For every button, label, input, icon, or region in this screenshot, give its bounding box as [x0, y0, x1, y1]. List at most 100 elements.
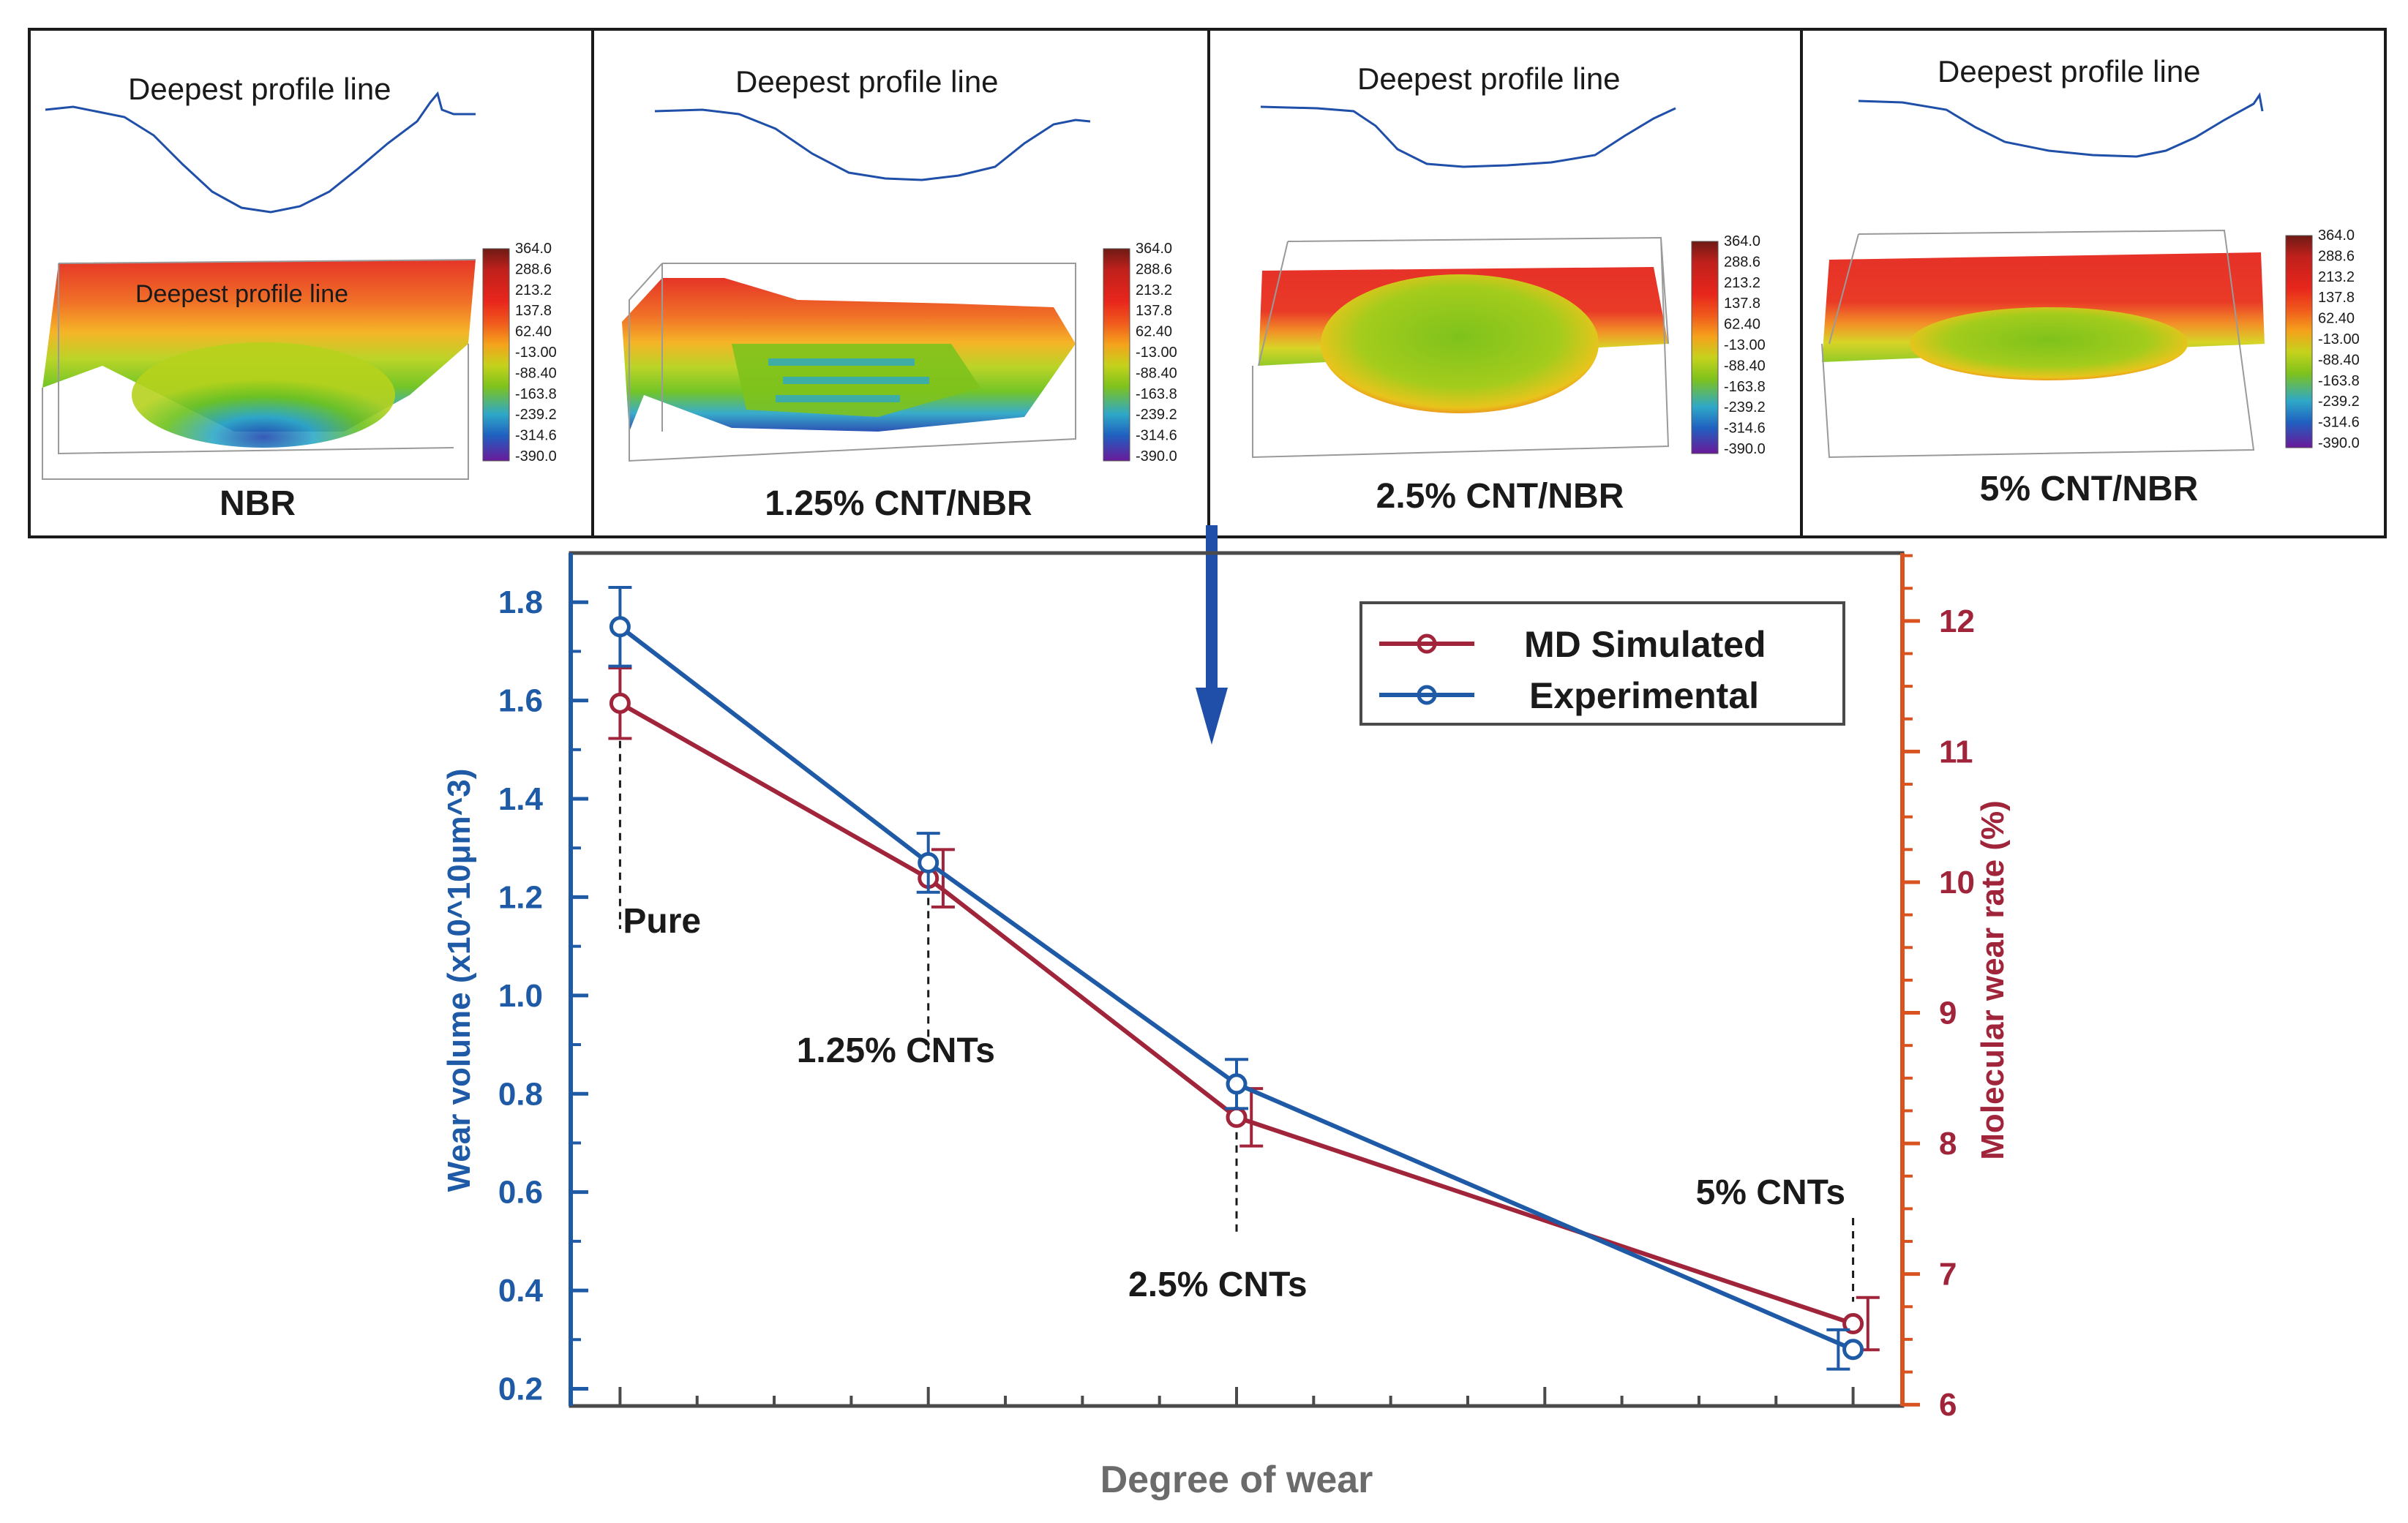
left-tick-label: 0.6: [498, 1175, 543, 1211]
annotation-1-25: 1.25% CNTs: [797, 1031, 995, 1070]
colorbar-label: -88.40: [515, 365, 557, 381]
colorbar-label: 62.40: [1136, 324, 1172, 340]
left-tick-label: 0.2: [498, 1371, 543, 1407]
left-axis-title: Wear volume (x10^10μm^3): [441, 769, 477, 1192]
left-tick-label: 0.4: [498, 1273, 544, 1309]
panel-caption: NBR: [220, 484, 296, 523]
colorbar-label: 364.0: [1136, 241, 1172, 257]
annotation-2-5: 2.5% CNTs: [1128, 1266, 1308, 1304]
colorbar-label: -390.0: [2318, 435, 2360, 451]
legend-label-experimental: Experimental: [1529, 675, 1759, 716]
left-tick-label: 1.6: [498, 683, 543, 719]
colorbar-label: 62.40: [1724, 317, 1760, 333]
colorbar-label: 62.40: [2318, 311, 2355, 327]
figure: Deepest profile line Deepest profile lin…: [0, 0, 2408, 1523]
colorbar-label: -88.40: [2318, 352, 2360, 368]
series-md-simulated: [608, 668, 1879, 1350]
left-tick-labels: 0.2 0.4 0.6 0.8 1.0 1.2 1.4 1.6 1.8: [498, 584, 544, 1407]
colorbar-label: 288.6: [515, 261, 552, 277]
wear-chart: 0.2 0.4 0.6 0.8 1.0 1.2 1.4 1.6 1.8 6 7 …: [441, 553, 2011, 1501]
colorbar-label: 213.2: [515, 282, 552, 298]
colorbar-4: [2286, 236, 2312, 448]
colorbar-label: 288.6: [1136, 261, 1172, 277]
colorbar-1: [483, 249, 509, 461]
colorbar-label: 62.40: [515, 324, 552, 340]
colorbar-2: [1103, 249, 1130, 461]
profile-panels: Deepest profile line Deepest profile lin…: [29, 29, 2385, 537]
colorbar-label: 213.2: [1136, 282, 1172, 298]
colorbar-label: -13.00: [515, 345, 557, 361]
colorbar-label: -163.8: [515, 386, 557, 402]
colorbar-label: -314.6: [515, 428, 557, 444]
colorbar-3: [1692, 241, 1718, 454]
profile-label: Deepest profile line: [1357, 61, 1621, 96]
right-tick-label: 7: [1939, 1257, 1957, 1293]
colorbar-label: -163.8: [2318, 373, 2360, 389]
colorbar-label: -13.00: [1724, 337, 1766, 353]
data-point: [920, 854, 937, 871]
colorbar-label: -390.0: [1724, 441, 1766, 457]
colorbar-label: -390.0: [1136, 448, 1177, 465]
left-tick-label: 1.2: [498, 879, 543, 915]
annotation-pure: Pure: [623, 902, 701, 941]
colorbar-label: -88.40: [1724, 358, 1766, 374]
colorbar-label: -163.8: [1136, 386, 1177, 402]
panel-caption: 2.5% CNT/NBR: [1376, 477, 1624, 516]
arrow-shaft: [1206, 525, 1218, 693]
colorbar-label: 137.8: [2318, 290, 2355, 306]
right-tick-label: 6: [1939, 1387, 1957, 1423]
colorbar-label: -239.2: [515, 407, 557, 423]
data-point: [1845, 1341, 1862, 1358]
wear-scar: [1321, 274, 1599, 413]
wear-scar: [132, 342, 395, 448]
data-point: [1228, 1075, 1245, 1093]
guide-lines: [620, 649, 1853, 1302]
series-line: [620, 627, 1853, 1350]
colorbar-label: -239.2: [2318, 394, 2360, 410]
colorbar-label: -314.6: [1724, 421, 1766, 437]
colorbar-label: 137.8: [515, 303, 552, 319]
colorbar-label: 364.0: [2318, 227, 2355, 244]
colorbar-label: -390.0: [515, 448, 557, 465]
colorbar-label: -13.00: [1136, 345, 1177, 361]
colorbar-label: -314.6: [2318, 415, 2360, 431]
right-tick-label: 8: [1939, 1126, 1957, 1162]
panel-caption: 5% CNT/NBR: [1980, 470, 2199, 508]
profile-label: Deepest profile line: [735, 64, 999, 99]
wear-scar: [1910, 307, 2188, 380]
left-tick-label: 1.8: [498, 584, 543, 620]
legend: MD Simulated Experimental: [1361, 603, 1844, 724]
x-axis-title: Degree of wear: [1100, 1459, 1373, 1501]
data-point: [1228, 1108, 1245, 1126]
left-tick-label: 1.0: [498, 978, 543, 1014]
right-axis-title: Molecular wear rate (%): [1975, 800, 2011, 1160]
colorbar-label: 137.8: [1136, 303, 1172, 319]
right-tick-label: 11: [1939, 734, 1973, 770]
colorbar-label: -13.00: [2318, 331, 2360, 347]
colorbar-label: 137.8: [1724, 296, 1760, 312]
right-tick-labels: 6 7 8 9 10 11 12: [1939, 603, 1975, 1423]
colorbar-label: 213.2: [2318, 269, 2355, 285]
colorbar-label: 288.6: [2318, 248, 2355, 264]
panel-caption: 1.25% CNT/NBR: [765, 484, 1032, 523]
right-tick-label: 10: [1939, 865, 1975, 900]
colorbar-label: 213.2: [1724, 275, 1760, 291]
down-arrow: [1196, 525, 1228, 745]
colorbar-label: -239.2: [1136, 407, 1177, 423]
left-tick-label: 0.8: [498, 1076, 543, 1112]
right-tick-label: 9: [1939, 996, 1957, 1031]
left-tick-label: 1.4: [498, 781, 544, 817]
right-tick-label: 12: [1939, 603, 1975, 639]
surface-label: Deepest profile line: [135, 280, 348, 308]
arrow-head: [1196, 688, 1228, 745]
colorbar-label: 288.6: [1724, 254, 1760, 270]
data-point: [611, 618, 629, 636]
legend-label-simulated: MD Simulated: [1524, 624, 1766, 665]
colorbar-label: -239.2: [1724, 399, 1766, 415]
colorbar-label: 364.0: [1724, 233, 1760, 249]
annotation-5: 5% CNTs: [1696, 1173, 1846, 1212]
profile-label: Deepest profile line: [128, 72, 391, 106]
data-point: [611, 694, 629, 712]
profile-label: Deepest profile line: [1938, 54, 2201, 89]
colorbar-label: -314.6: [1136, 428, 1177, 444]
